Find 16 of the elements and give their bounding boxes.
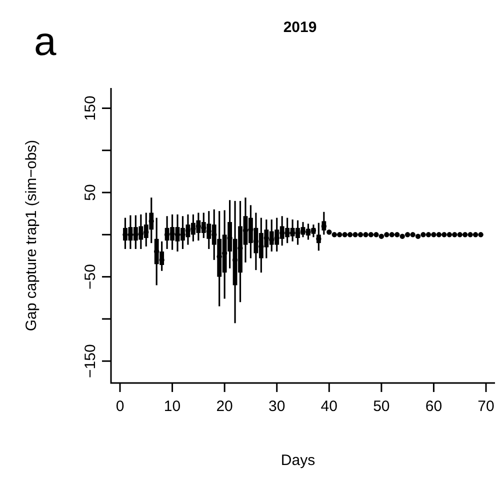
x-axis-title: Days — [280, 452, 316, 469]
y-axis-title: Gap capture trap1 (sim−obs) — [23, 140, 40, 332]
x-tick-label: 10 — [164, 398, 181, 415]
chart-title: 2019 — [283, 19, 317, 36]
x-tick-label: 40 — [320, 398, 338, 415]
y-tick-label: −150 — [82, 344, 99, 378]
x-tick-label: 70 — [478, 398, 494, 415]
x-tick-label: 50 — [373, 398, 390, 415]
y-tick-label: −50 — [82, 264, 99, 290]
y-tick-label: 50 — [82, 184, 99, 201]
text: a — [34, 20, 57, 64]
x-tick-label: 30 — [268, 398, 286, 415]
x-tick-label: 20 — [216, 398, 233, 415]
y-tick-label: 150 — [82, 96, 99, 121]
x-tick-label: 0 — [116, 398, 124, 415]
x-tick-label: 60 — [425, 398, 442, 415]
